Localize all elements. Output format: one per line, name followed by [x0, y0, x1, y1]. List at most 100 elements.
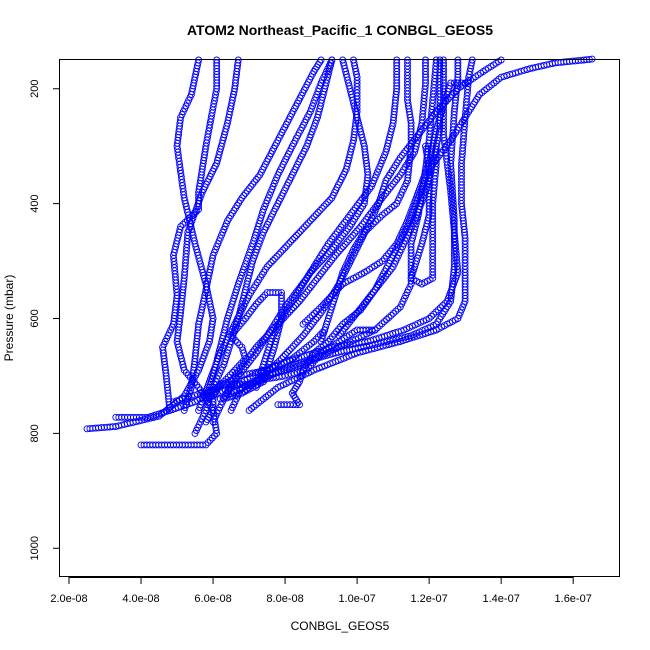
data-point: [269, 257, 277, 264]
data-point: [317, 303, 325, 311]
data-point: [285, 346, 293, 354]
data-point: [257, 296, 265, 303]
x-tick-label: 1.2e-07: [410, 593, 447, 605]
data-point: [321, 265, 329, 273]
data-point: [271, 361, 279, 369]
data-point: [194, 390, 202, 398]
data-point: [492, 77, 500, 85]
data-point: [195, 406, 203, 414]
data-point: [447, 79, 455, 87]
data-point: [312, 211, 320, 219]
data-point: [281, 244, 289, 252]
y-tick-label: 800: [29, 424, 41, 442]
data-point: [448, 91, 456, 99]
data-point: [258, 337, 266, 345]
data-point: [387, 311, 395, 319]
data-point: [310, 338, 318, 345]
data-point: [301, 329, 309, 337]
data-point: [240, 387, 248, 395]
data-point: [176, 226, 184, 233]
data-point: [452, 87, 460, 95]
data-point: [304, 316, 312, 324]
data-point: [305, 286, 312, 294]
data-point: [242, 189, 249, 197]
data-point: [351, 229, 359, 237]
data-point: [409, 138, 417, 146]
data-point: [169, 398, 177, 406]
data-point: [333, 249, 341, 257]
data-point: [251, 251, 259, 259]
data-point: [306, 269, 314, 276]
data-point: [400, 149, 408, 157]
data-point: [367, 222, 375, 230]
y-tick-label: 600: [29, 309, 41, 327]
data-point: [355, 307, 363, 314]
data-point: [338, 271, 346, 279]
data-point: [342, 323, 350, 330]
data-point: [417, 182, 424, 190]
data-point: [239, 346, 247, 354]
data-point: [374, 215, 382, 223]
data-point: [337, 282, 345, 290]
data-point: [404, 59, 411, 67]
data-point: [368, 290, 375, 298]
x-axis-label: CONBGL_GEOS5: [291, 619, 390, 633]
data-point: [398, 151, 406, 159]
data-point: [330, 243, 338, 251]
data-point: [359, 302, 366, 310]
data-point: [357, 304, 365, 312]
data-point: [345, 236, 353, 244]
data-point: [432, 59, 440, 67]
data-point: [371, 326, 379, 334]
data-point: [254, 243, 262, 251]
data-point: [236, 274, 244, 282]
y-tick-label: 400: [29, 194, 41, 212]
data-point: [306, 323, 314, 330]
data-point: [369, 288, 377, 296]
data-point: [335, 332, 343, 340]
data-point: [343, 238, 351, 246]
data-point: [378, 320, 386, 328]
data-point: [310, 213, 318, 221]
data-point: [275, 357, 283, 365]
data-point: [252, 300, 260, 308]
data-point: [321, 299, 329, 307]
data-point: [373, 324, 381, 332]
data-point: [202, 441, 210, 449]
data-point: [326, 196, 334, 204]
data-point: [238, 194, 246, 202]
data-point: [213, 358, 221, 366]
data-point: [172, 397, 180, 405]
data-point: [206, 378, 213, 386]
data-point: [285, 240, 293, 248]
data-point: [349, 231, 357, 239]
data-point: [347, 234, 355, 242]
data-point: [251, 178, 258, 186]
data-point: [339, 327, 347, 335]
data-point: [204, 439, 212, 447]
data-point: [314, 260, 322, 268]
data-point: [254, 298, 262, 306]
data-point: [196, 194, 204, 202]
data-point: [303, 288, 311, 296]
data-point: [301, 318, 309, 326]
data-point: [329, 291, 337, 298]
data-point: [430, 310, 438, 318]
data-point: [252, 176, 260, 183]
data-point: [362, 297, 370, 305]
data-point: [395, 173, 402, 181]
data-point: [429, 112, 437, 120]
data-point: [238, 343, 246, 351]
x-tick-label: 1.6e-07: [555, 593, 592, 605]
data-point: [335, 236, 343, 244]
data-point: [312, 262, 320, 270]
data-point: [315, 305, 323, 313]
data-point: [405, 214, 413, 222]
data-point: [341, 325, 348, 333]
data-point: [327, 293, 335, 301]
data-point: [265, 261, 273, 269]
data-point: [310, 279, 318, 287]
data-point: [413, 191, 421, 199]
data-point: [301, 290, 309, 298]
